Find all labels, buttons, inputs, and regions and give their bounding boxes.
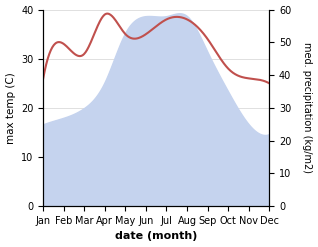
Y-axis label: max temp (C): max temp (C) [5,72,16,144]
Y-axis label: med. precipitation (kg/m2): med. precipitation (kg/m2) [302,42,313,173]
X-axis label: date (month): date (month) [115,231,197,242]
